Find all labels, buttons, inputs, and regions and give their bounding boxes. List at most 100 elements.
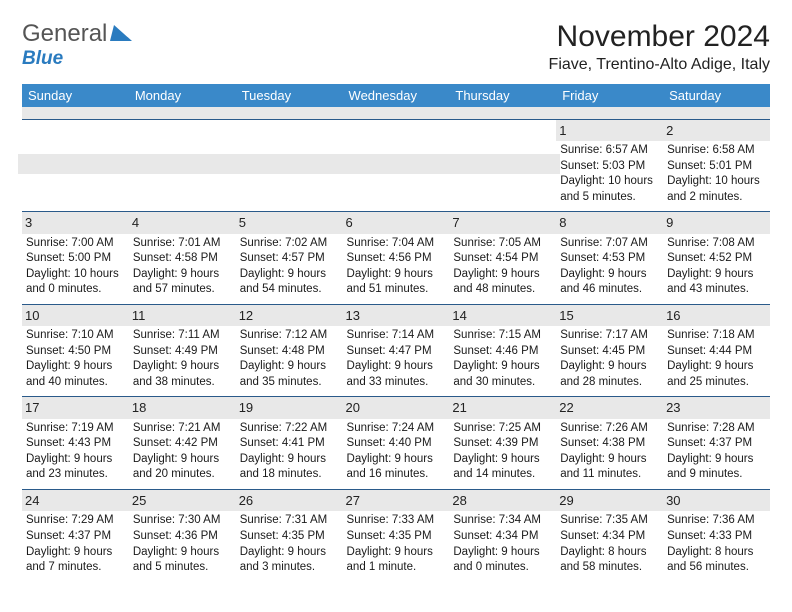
day-number: 14: [449, 305, 556, 327]
day-cell: 9Sunrise: 7:08 AMSunset: 4:52 PMDaylight…: [663, 212, 770, 305]
daylight-text: Daylight: 9 hours and 0 minutes.: [453, 545, 552, 576]
day-cell: 5Sunrise: 7:02 AMSunset: 4:57 PMDaylight…: [236, 212, 343, 305]
sunset-text: Sunset: 4:52 PM: [667, 251, 766, 267]
weekday-header: Wednesday: [343, 84, 450, 107]
sunset-text: Sunset: 4:34 PM: [453, 529, 552, 545]
sunrise-text: Sunrise: 7:14 AM: [347, 328, 446, 344]
daylight-text: Daylight: 9 hours and 20 minutes.: [133, 452, 232, 483]
sunrise-text: Sunrise: 7:11 AM: [133, 328, 232, 344]
day-number-empty: [125, 154, 240, 174]
daylight-text: Daylight: 8 hours and 56 minutes.: [667, 545, 766, 576]
sunset-text: Sunset: 4:54 PM: [453, 251, 552, 267]
daylight-text: Daylight: 9 hours and 51 minutes.: [347, 267, 446, 298]
day-number: 13: [343, 305, 450, 327]
day-number: 21: [449, 397, 556, 419]
sunset-text: Sunset: 4:35 PM: [347, 529, 446, 545]
calendar-week-row: 10Sunrise: 7:10 AMSunset: 4:50 PMDayligh…: [22, 304, 770, 397]
day-number: 19: [236, 397, 343, 419]
day-number-empty: [445, 154, 560, 174]
page-title: November 2024: [549, 20, 770, 54]
sunrise-text: Sunrise: 7:08 AM: [667, 236, 766, 252]
day-cell: 20Sunrise: 7:24 AMSunset: 4:40 PMDayligh…: [343, 397, 450, 490]
sunset-text: Sunset: 4:44 PM: [667, 344, 766, 360]
day-cell: 27Sunrise: 7:33 AMSunset: 4:35 PMDayligh…: [343, 489, 450, 581]
sunrise-text: Sunrise: 7:05 AM: [453, 236, 552, 252]
daylight-text: Daylight: 9 hours and 57 minutes.: [133, 267, 232, 298]
day-cell: 28Sunrise: 7:34 AMSunset: 4:34 PMDayligh…: [449, 489, 556, 581]
day-number: 20: [343, 397, 450, 419]
day-cell: 16Sunrise: 7:18 AMSunset: 4:44 PMDayligh…: [663, 304, 770, 397]
daylight-text: Daylight: 9 hours and 35 minutes.: [240, 359, 339, 390]
day-cell: 12Sunrise: 7:12 AMSunset: 4:48 PMDayligh…: [236, 304, 343, 397]
location-label: Fiave, Trentino-Alto Adige, Italy: [549, 56, 770, 74]
title-block: November 2024 Fiave, Trentino-Alto Adige…: [549, 20, 770, 74]
sunrise-text: Sunrise: 7:00 AM: [26, 236, 125, 252]
day-cell: 11Sunrise: 7:11 AMSunset: 4:49 PMDayligh…: [129, 304, 236, 397]
empty-day-cell: [449, 119, 556, 212]
sunset-text: Sunset: 4:47 PM: [347, 344, 446, 360]
calendar-week-row: 1Sunrise: 6:57 AMSunset: 5:03 PMDaylight…: [22, 119, 770, 212]
day-number: 8: [556, 212, 663, 234]
daylight-text: Daylight: 9 hours and 25 minutes.: [667, 359, 766, 390]
sunrise-text: Sunrise: 7:24 AM: [347, 421, 446, 437]
sunset-text: Sunset: 4:53 PM: [560, 251, 659, 267]
sunset-text: Sunset: 4:58 PM: [133, 251, 232, 267]
spacer-row: [22, 107, 770, 119]
sunset-text: Sunset: 4:41 PM: [240, 436, 339, 452]
day-cell: 13Sunrise: 7:14 AMSunset: 4:47 PMDayligh…: [343, 304, 450, 397]
sunrise-text: Sunrise: 7:19 AM: [26, 421, 125, 437]
sunrise-text: Sunrise: 7:31 AM: [240, 513, 339, 529]
sunrise-text: Sunrise: 6:58 AM: [667, 143, 766, 159]
day-number: 7: [449, 212, 556, 234]
calendar-table: Sunday Monday Tuesday Wednesday Thursday…: [22, 84, 770, 582]
daylight-text: Daylight: 9 hours and 48 minutes.: [453, 267, 552, 298]
daylight-text: Daylight: 8 hours and 58 minutes.: [560, 545, 659, 576]
day-cell: 10Sunrise: 7:10 AMSunset: 4:50 PMDayligh…: [22, 304, 129, 397]
day-number: 12: [236, 305, 343, 327]
day-number: 11: [129, 305, 236, 327]
sunrise-text: Sunrise: 7:34 AM: [453, 513, 552, 529]
empty-day-cell: [343, 119, 450, 212]
day-number-empty: [232, 154, 347, 174]
day-cell: 19Sunrise: 7:22 AMSunset: 4:41 PMDayligh…: [236, 397, 343, 490]
sunrise-text: Sunrise: 7:22 AM: [240, 421, 339, 437]
sunset-text: Sunset: 4:37 PM: [667, 436, 766, 452]
day-cell: 1Sunrise: 6:57 AMSunset: 5:03 PMDaylight…: [556, 119, 663, 212]
day-cell: 8Sunrise: 7:07 AMSunset: 4:53 PMDaylight…: [556, 212, 663, 305]
sunrise-text: Sunrise: 7:35 AM: [560, 513, 659, 529]
sunset-text: Sunset: 4:45 PM: [560, 344, 659, 360]
logo-sub: Blue: [22, 48, 132, 70]
logo-triangle-icon: [110, 25, 132, 41]
sunrise-text: Sunrise: 7:01 AM: [133, 236, 232, 252]
day-cell: 25Sunrise: 7:30 AMSunset: 4:36 PMDayligh…: [129, 489, 236, 581]
day-cell: 4 Sunrise: 7:01 AMSunset: 4:58 PMDaylight…: [129, 212, 236, 305]
sunset-text: Sunset: 4:42 PM: [133, 436, 232, 452]
daylight-text: Daylight: 9 hours and 5 minutes.: [133, 545, 232, 576]
day-number: 29: [556, 490, 663, 512]
day-number: 10: [22, 305, 129, 327]
daylight-text: Daylight: 10 hours and 5 minutes.: [560, 174, 659, 205]
day-cell: 2Sunrise: 6:58 AMSunset: 5:01 PMDaylight…: [663, 119, 770, 212]
empty-day-cell: [129, 119, 236, 212]
day-number: 23: [663, 397, 770, 419]
day-cell: 7 Sunrise: 7:05 AMSunset: 4:54 PMDaylight…: [449, 212, 556, 305]
daylight-text: Daylight: 9 hours and 9 minutes.: [667, 452, 766, 483]
day-number: 4: [129, 212, 236, 234]
sunrise-text: Sunrise: 7:33 AM: [347, 513, 446, 529]
sunset-text: Sunset: 4:56 PM: [347, 251, 446, 267]
weekday-header: Sunday: [22, 84, 129, 107]
calendar-week-row: 24Sunrise: 7:29 AMSunset: 4:37 PMDayligh…: [22, 489, 770, 581]
weekday-header: Friday: [556, 84, 663, 107]
day-cell: 21Sunrise: 7:25 AMSunset: 4:39 PMDayligh…: [449, 397, 556, 490]
day-number: 2: [663, 120, 770, 142]
day-cell: 22Sunrise: 7:26 AMSunset: 4:38 PMDayligh…: [556, 397, 663, 490]
sunset-text: Sunset: 5:01 PM: [667, 159, 766, 175]
daylight-text: Daylight: 9 hours and 11 minutes.: [560, 452, 659, 483]
empty-day-cell: [236, 119, 343, 212]
day-cell: 6Sunrise: 7:04 AMSunset: 4:56 PMDaylight…: [343, 212, 450, 305]
sunrise-text: Sunrise: 7:25 AM: [453, 421, 552, 437]
daylight-text: Daylight: 9 hours and 1 minute.: [347, 545, 446, 576]
day-number: 9: [663, 212, 770, 234]
daylight-text: Daylight: 9 hours and 14 minutes.: [453, 452, 552, 483]
daylight-text: Daylight: 9 hours and 54 minutes.: [240, 267, 339, 298]
